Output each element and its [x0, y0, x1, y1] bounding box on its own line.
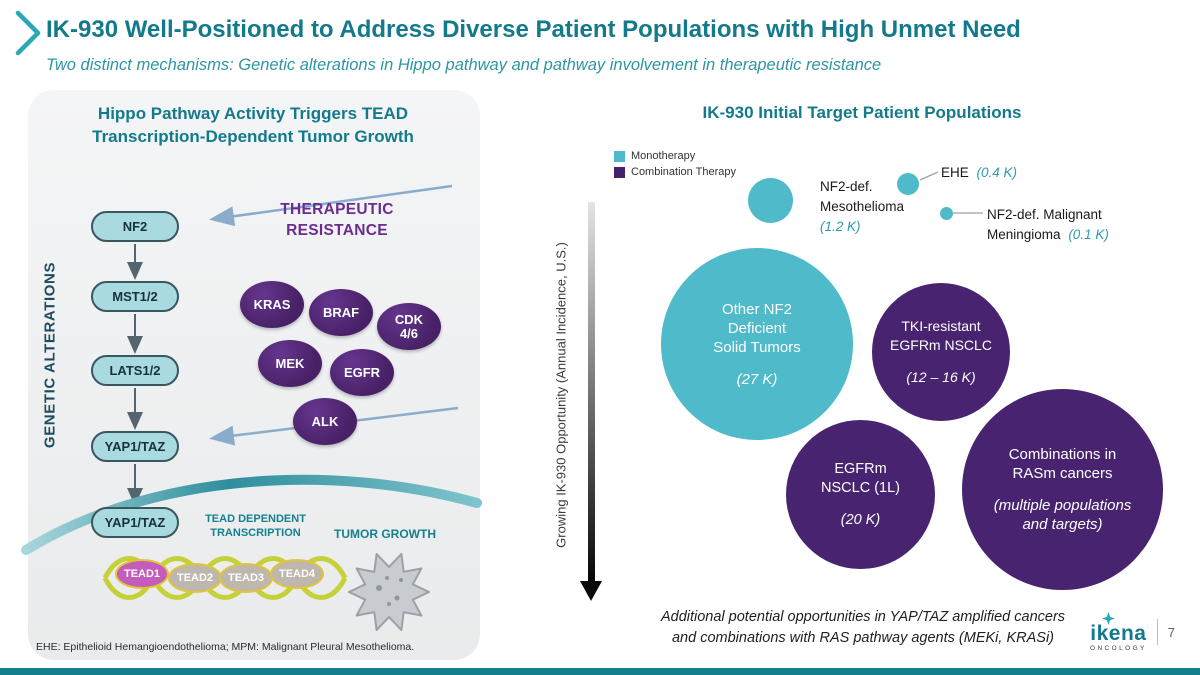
label-text: EHE — [941, 165, 969, 180]
title-chevron-icon — [15, 10, 41, 56]
label-value: (0.1 K) — [1068, 227, 1109, 242]
bottom-accent-bar — [0, 668, 1200, 675]
tead4-oval: TEAD4 — [270, 559, 324, 589]
page-title: IK-930 Well-Positioned to Address Divers… — [46, 16, 1021, 43]
pathway-node-lats: LATS1/2 — [91, 355, 179, 386]
label-value: (0.4 K) — [976, 165, 1018, 180]
tead3-oval: TEAD3 — [219, 563, 273, 593]
pathway-node-yap-taz-2: YAP1/TAZ — [91, 507, 179, 538]
pathway-node-yap-taz-1: YAP1/TAZ — [91, 431, 179, 462]
label-nf2-def-mesothelioma: NF2-def. Mesothelioma (1.2 K) — [820, 177, 904, 237]
label-line: Mesothelioma — [820, 199, 905, 214]
label-ehe: EHE (0.4 K) — [941, 163, 1017, 183]
bubble-tki-resistant-egfrm-nsclc: TKI-resistant EGFRm NSCLC (12 – 16 K) — [872, 283, 1010, 421]
label-line: NF2-def. — [820, 179, 873, 194]
logo-subtext: ONCOLOGY — [1090, 645, 1147, 652]
label-line: NF2-def. Malignant — [987, 207, 1102, 222]
bubble-egfrm-nsclc-1l: EGFRm NSCLC (1L) (20 K) — [786, 420, 935, 569]
bubble-value: (27 K) — [736, 370, 778, 388]
bubble-nf2-def-malignant-meningioma — [940, 207, 953, 220]
gene-bubble-egfr: EGFR — [330, 349, 394, 396]
tumor-growth-label: TUMOR GROWTH — [334, 527, 436, 541]
bubble-label: Other NF2 Deficient Solid Tumors — [713, 300, 801, 356]
page-subtitle: Two distinct mechanisms: Genetic alterat… — [46, 56, 882, 74]
pathway-node-mst: MST1/2 — [91, 281, 179, 312]
opportunity-arrow-bar — [588, 202, 595, 582]
bubble-value: (12 – 16 K) — [906, 369, 976, 385]
logo-wordmark: ikena — [1090, 622, 1147, 645]
ikena-logo: ikena ONCOLOGY 7 — [1090, 612, 1175, 652]
pathway-panel-heading: Hippo Pathway Activity Triggers TEAD Tra… — [92, 104, 414, 146]
sparkle-icon — [1101, 612, 1115, 625]
label-nf2-def-malignant-meningioma: NF2-def. Malignant Meningioma (0.1 K) — [987, 205, 1109, 245]
therapeutic-resistance-title: THERAPEUTIC RESISTANCE — [280, 201, 394, 239]
gene-bubble-kras: KRAS — [240, 281, 304, 328]
gene-bubble-mek: MEK — [258, 340, 322, 387]
legend-label-monotherapy: Monotherapy — [631, 150, 696, 162]
pathway-node-nf2: NF2 — [91, 211, 179, 242]
bubble-other-nf2-deficient-solid-tumors: Other NF2 Deficient Solid Tumors (27 K) — [661, 248, 853, 440]
bubble-nf2-def-mesothelioma — [748, 178, 793, 223]
legend-swatch-monotherapy — [614, 150, 625, 162]
legend-item-monotherapy: Monotherapy — [614, 150, 736, 162]
page-number: 7 — [1167, 624, 1175, 640]
logo-block: ikena ONCOLOGY — [1090, 612, 1147, 652]
gene-bubble-braf: BRAF — [309, 289, 373, 336]
bubble-label: Combinations in RASm cancers — [1008, 446, 1117, 482]
bubble-value: (multiple populations and targets) — [993, 497, 1132, 533]
tead1-oval: TEAD1 — [115, 559, 169, 589]
bubble-value: (20 K) — [840, 511, 881, 528]
abbreviations-footnote: EHE: Epithelioid Hemangioendothelioma; M… — [36, 641, 415, 653]
gene-bubble-alk: ALK — [293, 398, 357, 445]
chart-footnote: Additional potential opportunities in YA… — [660, 609, 1066, 646]
legend-swatch-combination — [614, 166, 625, 178]
page-number-divider — [1156, 619, 1158, 645]
y-axis-label: Growing IK-930 Opportunity (Annual Incid… — [553, 242, 569, 548]
bubble-combinations-rasm-cancers: Combinations in RASm cancers (multiple p… — [962, 389, 1163, 590]
legend-item-combination: Combination Therapy — [614, 166, 736, 178]
tead-dependent-transcription-label: TEAD DEPENDENT TRANSCRIPTION — [205, 513, 306, 539]
opportunity-arrow-head — [580, 581, 602, 601]
legend-label-combination: Combination Therapy — [631, 166, 736, 178]
bubble-label: TKI-resistant EGFRm NSCLC — [890, 318, 992, 353]
bubble-label: EGFRm NSCLC (1L) — [821, 460, 900, 496]
label-value: (1.2 K) — [820, 219, 861, 234]
bubble-ehe — [897, 173, 919, 195]
genetic-alterations-axis-label: GENETIC ALTERATIONS — [41, 261, 59, 449]
chart-legend: Monotherapy Combination Therapy — [614, 150, 736, 182]
label-text: Meningioma — [987, 227, 1061, 242]
chart-heading: IK-930 Initial Target Patient Population… — [702, 103, 1022, 122]
label-line: Meningioma (0.1 K) — [987, 225, 1109, 245]
tead2-oval: TEAD2 — [168, 563, 222, 593]
gene-bubble-cdk46: CDK 4/6 — [377, 303, 441, 350]
